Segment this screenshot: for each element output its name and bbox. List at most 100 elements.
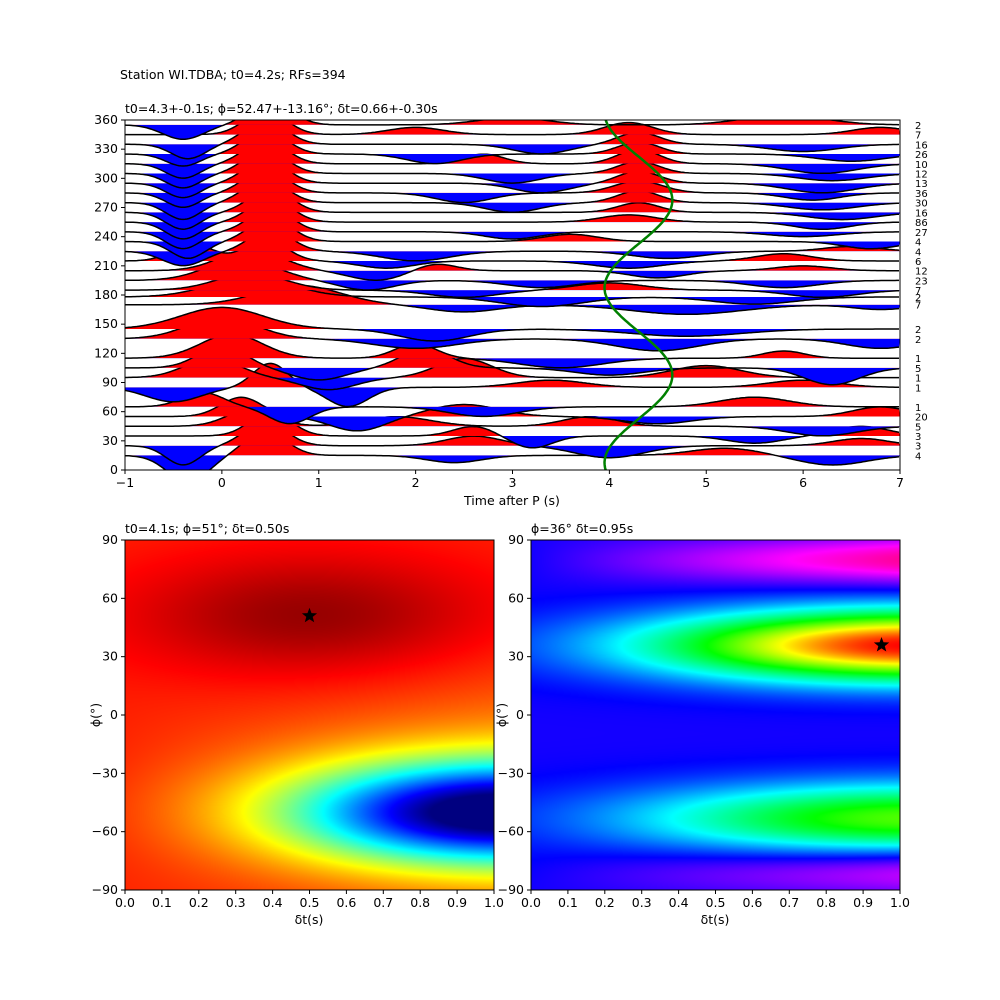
x-tick-label: 0.8 <box>410 895 430 910</box>
trace-count-label: 2 <box>915 325 921 336</box>
trace-panel-xlabel: Time after P (s) <box>463 493 560 508</box>
x-tick-label: 0.2 <box>189 895 209 910</box>
trace-negative-fill <box>125 455 900 470</box>
heatmap-right-ylabel: ϕ(°) <box>494 703 509 727</box>
optimum-star-marker <box>301 607 318 623</box>
trace-line <box>125 120 900 136</box>
y-tick-label: 30 <box>508 649 524 664</box>
x-tick-label: 0.6 <box>742 895 762 910</box>
x-tick-label: 0.0 <box>521 895 541 910</box>
trace-count-label: 5 <box>915 422 921 433</box>
optimum-star-marker <box>873 637 890 652</box>
trace-count-label: 12 <box>915 267 928 278</box>
y-tick-label: 0 <box>110 462 118 477</box>
y-tick-label: 60 <box>508 590 524 605</box>
trace-count-label: 10 <box>915 160 928 171</box>
x-tick-label: 0.5 <box>706 895 726 910</box>
x-tick-label: 0.1 <box>152 895 172 910</box>
trace-count-label: 3 <box>915 432 921 443</box>
trace-count-label: 5 <box>915 364 921 375</box>
trace-plot-area <box>125 120 900 470</box>
trace-count-label: 1 <box>915 383 921 394</box>
y-tick-label: 90 <box>508 532 524 547</box>
x-tick-label: 0.9 <box>447 895 467 910</box>
y-tick-label: −60 <box>92 824 118 839</box>
trace-negative-fill <box>125 231 900 249</box>
trace-line <box>125 306 899 342</box>
trace-negative-fill <box>125 416 900 431</box>
trace-positive-fill <box>125 285 900 305</box>
x-tick-label: 0.7 <box>779 895 799 910</box>
y-tick-label: 180 <box>94 287 118 302</box>
trace-negative-fill <box>401 296 900 307</box>
y-tick-label: 330 <box>94 141 118 156</box>
trace-negative-fill <box>125 367 900 385</box>
x-tick-label: 0 <box>218 475 226 490</box>
trace-count-label: 1 <box>915 374 921 385</box>
trace-negative-fill <box>125 173 900 188</box>
trace-count-label: 36 <box>915 189 928 200</box>
x-tick-label: 0.6 <box>336 895 356 910</box>
trace-count-label: 20 <box>915 413 928 424</box>
y-tick-label: 30 <box>102 649 118 664</box>
trace-negative-fill <box>125 183 900 198</box>
trace-31 <box>125 120 900 141</box>
trace-count-label: 27 <box>915 228 928 239</box>
trace-positive-fill <box>125 363 900 388</box>
y-tick-label: −30 <box>498 765 524 780</box>
trace-count-label: 2 <box>915 121 921 132</box>
y-tick-label: 240 <box>94 229 118 244</box>
trace-negative-fill <box>125 212 900 230</box>
trace-positive-fill <box>125 334 900 359</box>
trace-count-label: 86 <box>915 218 928 229</box>
trace-count-label: 2 <box>915 335 921 346</box>
y-tick-label: 210 <box>94 258 118 273</box>
heatmap-right-image <box>531 540 900 890</box>
trace-line <box>125 391 899 425</box>
trace-negative-fill <box>125 426 900 436</box>
trace-count-label: 1 <box>915 354 921 365</box>
y-tick-label: 300 <box>94 170 118 185</box>
trace-positive-fill <box>227 431 776 456</box>
trace-negative-fill <box>125 387 432 407</box>
trace-count-label: 12 <box>915 169 928 180</box>
trace-count-label: 2 <box>915 293 921 304</box>
trace-line <box>125 333 899 369</box>
x-tick-label: 2 <box>412 475 420 490</box>
x-tick-label: 0.4 <box>263 895 283 910</box>
x-tick-label: 7 <box>896 475 904 490</box>
x-tick-label: 0.0 <box>115 895 135 910</box>
y-tick-label: 120 <box>94 345 118 360</box>
x-tick-label: 1.0 <box>484 895 504 910</box>
x-tick-label: 0.7 <box>373 895 393 910</box>
trace-positive-fill <box>125 358 900 378</box>
y-tick-label: 0 <box>516 707 524 722</box>
trace-30 <box>125 120 900 136</box>
trace-count-label: 7 <box>915 131 921 142</box>
trace-line <box>125 357 899 391</box>
y-tick-label: 270 <box>94 200 118 215</box>
y-tick-label: 30 <box>102 433 118 448</box>
trace-panel: t0=4.3+-0.1s; ϕ=52.47+-13.16°; δt=0.66+-… <box>94 101 928 508</box>
trace-positive-fill <box>125 307 900 330</box>
trace-negative-fill <box>125 241 900 259</box>
trace-count-label: 7 <box>915 286 921 297</box>
trace-count-label: 1 <box>915 403 921 414</box>
trace-negative-fill <box>125 163 900 179</box>
trace-count-label: 16 <box>915 140 928 151</box>
x-tick-label: 0.8 <box>816 895 836 910</box>
y-tick-label: 360 <box>94 112 118 127</box>
trace-count-label: 13 <box>915 179 928 190</box>
heatmap-left-xlabel: δt(s) <box>295 912 324 927</box>
trace-line <box>125 345 900 386</box>
y-tick-label: 90 <box>102 375 118 390</box>
trace-negative-fill <box>125 192 900 208</box>
trace-count-label: 4 <box>915 451 921 462</box>
heatmap-right-panel: ϕ=36° δt=0.95s 0.0 0.1 0.2 0.3 0.4 0.5 0.6 0.7 0… <box>494 521 910 927</box>
trace-positive-fill <box>125 317 900 339</box>
y-tick-label: 150 <box>94 316 118 331</box>
heatmap-left-axes: 0.0 0.1 0.2 0.3 0.4 0.5 0.6 0.7 0.8 0.9 1.0 −90 −60 −… <box>92 532 504 910</box>
model-delay-curve <box>603 120 674 470</box>
heatmap-left-title: t0=4.1s; ϕ=51°; δt=0.50s <box>125 521 289 536</box>
trace-count-label: 4 <box>915 247 921 258</box>
